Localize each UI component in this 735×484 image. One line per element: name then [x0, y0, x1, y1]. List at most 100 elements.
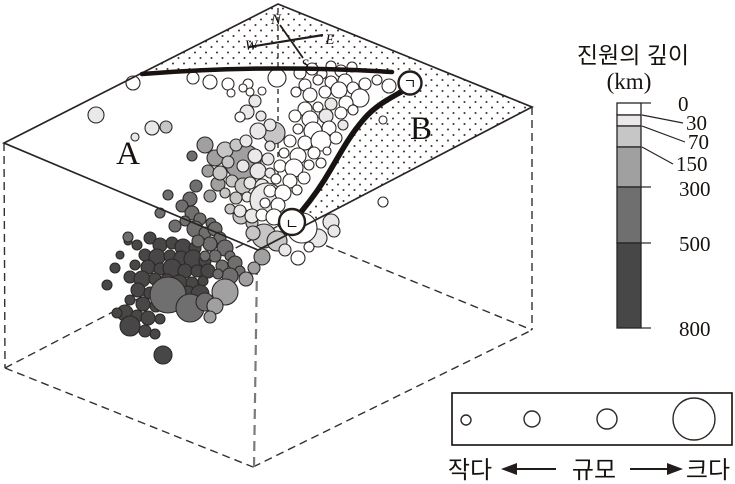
hypocenter-bubble [186, 71, 200, 85]
hypocenter-bubble [130, 282, 146, 298]
hypocenter-bubble [129, 259, 141, 271]
region-label-b: B [410, 111, 432, 147]
hypocenter-bubble [381, 78, 397, 94]
magnitude-large-label: 크다 [686, 457, 730, 484]
hypocenter-bubble [153, 345, 173, 365]
hypocenter-bubble [347, 104, 359, 116]
hypocenter-bubble [233, 204, 247, 218]
hypocenter-bubble [236, 159, 250, 173]
depth-tick-leader [641, 114, 684, 124]
hypocenter-bubble [253, 248, 271, 266]
hypocenter-bubble [288, 109, 302, 123]
point-label-top: ㄱ [404, 76, 417, 92]
magnitude-small-label: 작다 [448, 457, 492, 484]
hypocenter-bubble [159, 120, 173, 134]
compass-s-label: S [301, 57, 309, 73]
depth-tick-leader [641, 125, 686, 143]
hypocenter-bubble [199, 250, 211, 262]
depth-tick-label: 150 [676, 152, 708, 176]
hypocenter-bubble [175, 199, 189, 213]
hypocenter-bubble [239, 134, 253, 148]
hypocenter-bubble [315, 157, 327, 169]
hypocenter-bubble [131, 239, 143, 251]
region-label-a: A [116, 136, 140, 172]
depth-colorbar-segment [616, 114, 642, 127]
depth-tick-label: 500 [679, 232, 711, 256]
depth-legend-unit: (km) [607, 69, 652, 94]
hypocenter-bubble [358, 77, 372, 91]
hypocenter-bubble [149, 328, 161, 340]
hypocenter-bubble [101, 279, 113, 291]
hypocenter-bubble [122, 231, 134, 243]
compass-w-label: W [245, 38, 259, 54]
hypocenter-bubble [154, 313, 166, 325]
depth-colorbar-segment [616, 146, 642, 188]
hypocenter-bubble [219, 187, 231, 199]
depth-tick-label: 30 [686, 111, 707, 135]
hypocenter-bubble [138, 324, 152, 338]
hypocenter-bubble [378, 115, 388, 125]
depth-tick-leader [641, 146, 674, 165]
hypocenter-bubble [226, 88, 236, 98]
hypocenter-bubble [245, 87, 255, 97]
hypocenter-bubble [318, 85, 332, 99]
depth-tick-label: 70 [688, 130, 709, 154]
depth-colorbar-segment [616, 102, 642, 116]
hypocenter-bubble [297, 171, 311, 185]
point-label-bottom: ㄴ [285, 216, 299, 233]
trench-line [298, 88, 406, 215]
hypocenter-bubble [350, 88, 370, 108]
hypocenter-bubble [371, 74, 383, 86]
depth-legend-title: 진원의 깊이 [577, 42, 689, 68]
hypocenter-bubble [267, 68, 287, 88]
hypocenter-bubble [124, 294, 136, 306]
block-top-outline [1, 3, 535, 251]
hypocenter-bubble [238, 83, 248, 93]
magnitude-legend: 작다 규모 크다 [448, 392, 733, 484]
hypocenter-bubble [249, 122, 267, 140]
hypocenter-bubble [263, 184, 277, 198]
hypocenter-bubble [196, 136, 214, 154]
magnitude-circle [596, 408, 618, 430]
hypocenter-bubble [278, 147, 290, 159]
hypocenter-bubble [143, 231, 157, 245]
depth-colorbar-segment [616, 125, 642, 148]
point-badge-top: ㄱ [397, 70, 423, 96]
left-vertical-edge [3, 142, 6, 369]
hypocenter-bubble [283, 134, 297, 148]
hypocenter-bubble [307, 146, 321, 160]
hypocenter-bubble [191, 234, 205, 248]
hypocenter-bubble [327, 224, 341, 238]
compass-e-label: E [324, 32, 334, 48]
hypocenter-bubble [302, 87, 318, 103]
hypocenter-bubble [259, 197, 271, 209]
compass-ns-line [279, 24, 304, 59]
hypocenter-bubble [249, 162, 267, 180]
hypocenter-bubble [87, 106, 105, 124]
hypocenter-bubble [264, 140, 276, 152]
hypocenter-bubble [303, 241, 315, 253]
hypocenter-bubble [221, 155, 235, 169]
hypocenter-bubble [243, 176, 257, 190]
bottom-front-left-edge [4, 367, 254, 468]
hypocenter-bubble [130, 132, 140, 142]
hypocenter-bubble [270, 173, 282, 185]
point-badge-bottom: ㄴ [277, 207, 307, 237]
hypocenter-bubble [377, 196, 389, 208]
hypocenter-bubble [234, 111, 246, 123]
hypocenter-bubble [119, 315, 141, 337]
hypocenter-bubble [140, 310, 156, 326]
hypocenter-bubble [257, 86, 267, 96]
hypocenter-bubble [312, 101, 324, 113]
hypocenter-bubble [248, 94, 262, 108]
hypocenter-bubble [261, 152, 275, 166]
hypocenter-bubble [324, 97, 338, 111]
compass-we-line [248, 33, 324, 49]
plate-boundary-line-top [139, 66, 395, 77]
hypocenter-bubble [111, 307, 123, 319]
hypocenter-bubble [322, 146, 332, 156]
depth-tick-label: 0 [678, 92, 689, 116]
